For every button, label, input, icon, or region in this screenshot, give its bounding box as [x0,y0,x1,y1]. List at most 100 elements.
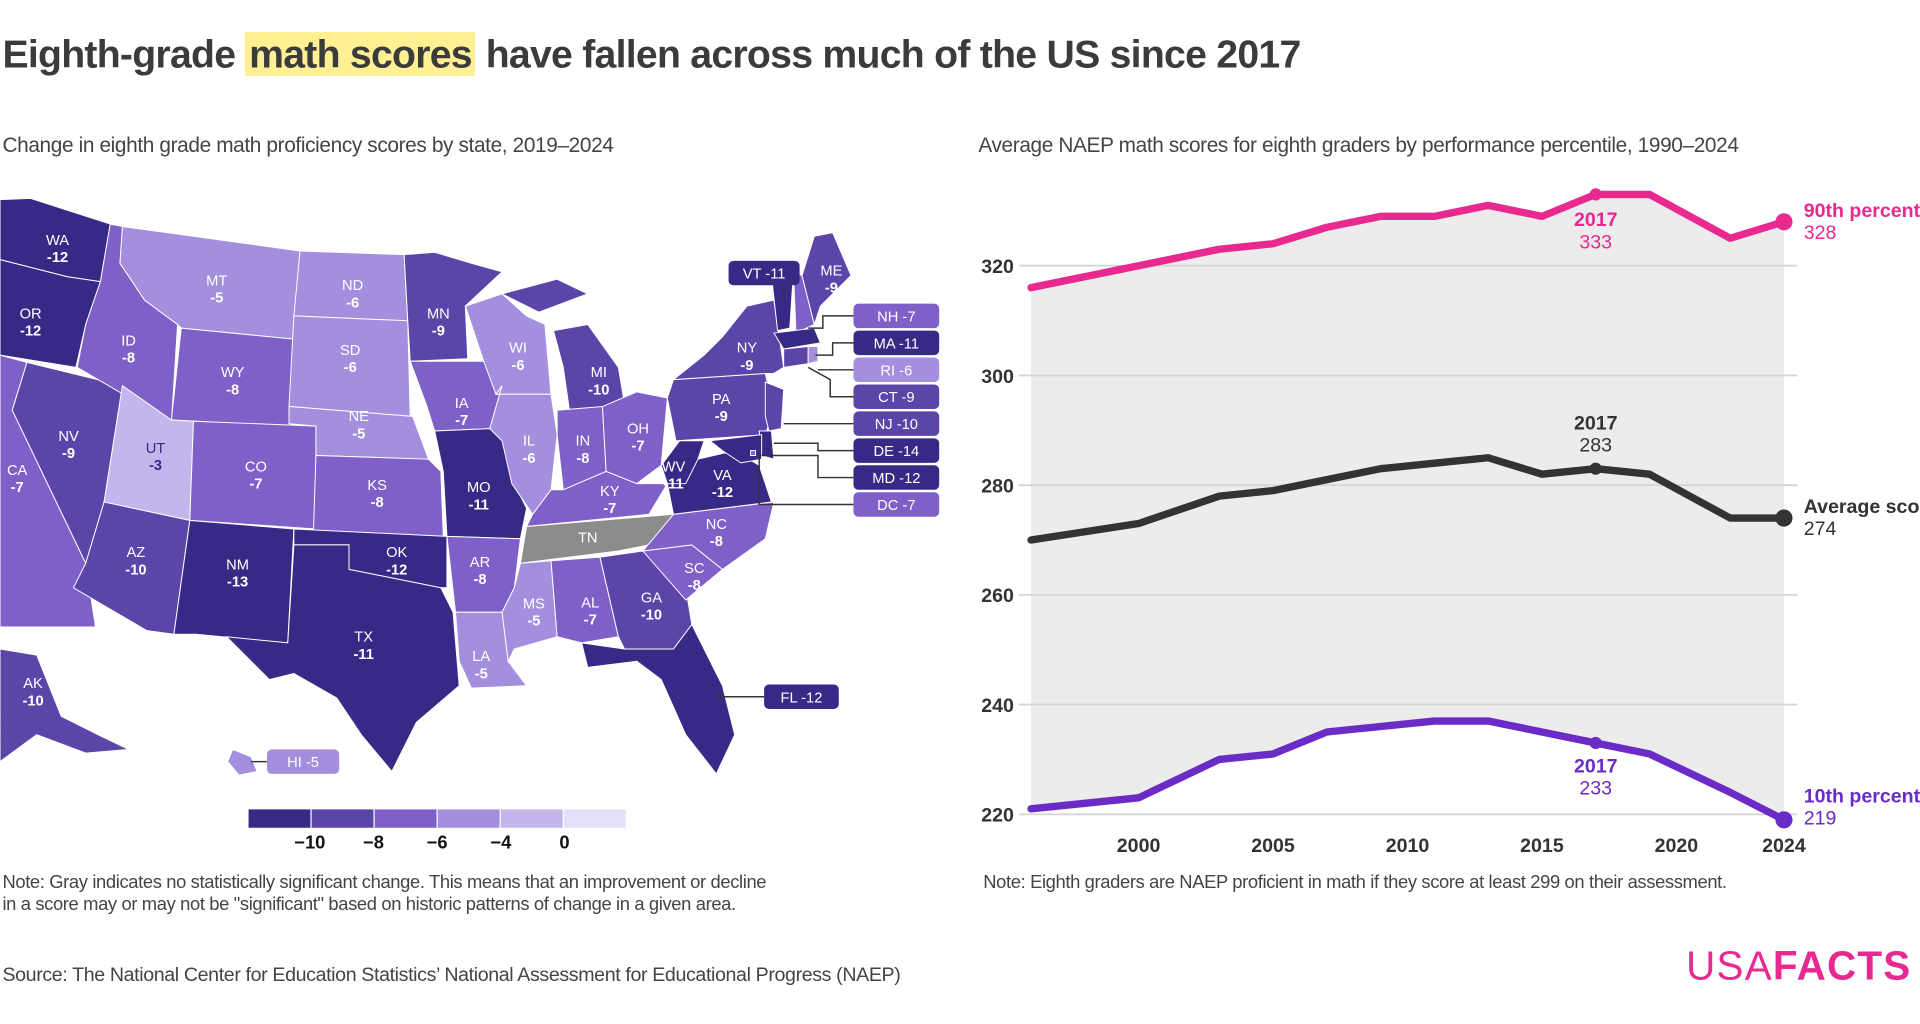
x-tick-label: 2024 [1762,835,1806,857]
x-tick-label: 2015 [1520,835,1564,857]
state-label: WI [509,341,527,357]
callout-box-ri [853,357,940,383]
state-value: -11 [663,477,683,493]
state-label: WY [221,365,245,381]
legend-swatch [563,809,626,828]
callout-label: DE -14 [873,444,919,460]
state-label: MS [523,597,545,613]
state-value: -11 [469,497,489,513]
y-tick-label: 220 [981,805,1014,827]
state-value: -9 [740,358,753,374]
series-name: 90th percentile [1804,200,1920,222]
state-value: -9 [715,409,728,425]
series-name: Average score [1804,496,1920,518]
state-label: AZ [127,545,146,561]
state-label: LA [472,649,490,665]
state-value: -5 [352,426,365,442]
state-label: KS [367,478,387,494]
callout-leader [761,454,854,479]
state-label: IL [523,434,535,450]
state-value: -6 [511,358,524,374]
callout-box-nh [853,303,940,329]
data-point [1775,213,1793,231]
callout-leader [773,442,854,452]
series-end-value: 274 [1804,518,1837,540]
state-label: ND [342,278,363,294]
y-tick-label: 240 [981,695,1014,717]
state-label: WA [46,233,69,249]
title-highlight: math scores [245,31,476,76]
state-label: MO [467,480,491,496]
state-value: -12 [20,324,41,340]
data-point [1589,736,1602,750]
state-label: NM [226,557,249,573]
callout-label: HI -5 [287,755,319,771]
state-value: -7 [455,413,468,429]
state-label: NC [706,517,728,533]
state-value: -12 [47,250,68,266]
legend-swatch [500,809,563,828]
state-value: -8 [122,350,135,366]
logo-usa: USA [1686,942,1773,989]
legend-swatch [311,809,374,828]
state-value: -12 [386,562,407,578]
data-point [1775,811,1793,829]
state-value: -7 [584,612,597,628]
state-label: MI [591,365,607,381]
state-il [489,385,558,516]
state-label: CO [245,459,267,475]
series-name: 10th percentile [1804,786,1920,808]
state-label: NY [737,341,758,357]
callout-label: CT -9 [878,390,914,406]
legend-tick: −6 [427,832,448,853]
legend-tick: 0 [559,832,569,853]
callout-label: NJ -10 [875,417,918,433]
state-value: -10 [588,382,609,398]
chart-note: Note: Eighth graders are NAEP proficient… [983,871,1727,893]
y-tick-label: 280 [981,475,1014,497]
state-ri [807,346,819,365]
state-label: GA [641,590,662,606]
callout-label: MA -11 [874,336,919,352]
state-dc [750,450,757,457]
series-line [1027,190,1788,292]
state-label: UT [146,441,166,457]
state-value: -9 [432,324,445,340]
state-value: -8 [473,572,486,588]
state-label: AR [470,555,490,571]
state-value: -6 [522,451,535,467]
state-tx [225,544,460,773]
x-tick-label: 2005 [1251,835,1295,857]
state-value: -5 [527,614,540,630]
callout-box-ct [853,384,940,409]
highlight-year: 2017 [1574,413,1618,435]
x-tick-label: 2000 [1117,835,1161,857]
callout-box-hi [266,749,340,774]
state-value: -8 [688,578,701,594]
callout-label: MD -12 [872,471,920,487]
source-note: Source: The National Center for Educatio… [2,964,901,986]
state-value: -9 [825,281,838,297]
callout-leader [808,315,854,329]
legend-swatch [374,809,437,828]
state-label: OR [20,306,42,322]
state-label: TX [354,630,373,646]
callout-label: FL -12 [780,690,822,706]
state-mi [500,278,590,313]
map-note-line2: in a score may or may not be "significan… [2,893,736,915]
state-ks [312,455,444,537]
x-tick-label: 2010 [1386,835,1430,857]
series-end-value: 328 [1804,222,1837,244]
state-value: -9 [62,446,75,462]
callout-box-md [853,465,940,490]
state-nc [641,501,775,571]
state-label: MN [427,306,450,322]
highlight-value: 283 [1579,435,1612,457]
state-value: -6 [346,295,359,311]
map-subtitle: Change in eighth grade math proficiency … [2,133,614,157]
callout-leader [807,366,854,398]
range-band [1031,194,1784,820]
legend-tick: −8 [363,832,384,853]
state-hi [227,748,258,776]
